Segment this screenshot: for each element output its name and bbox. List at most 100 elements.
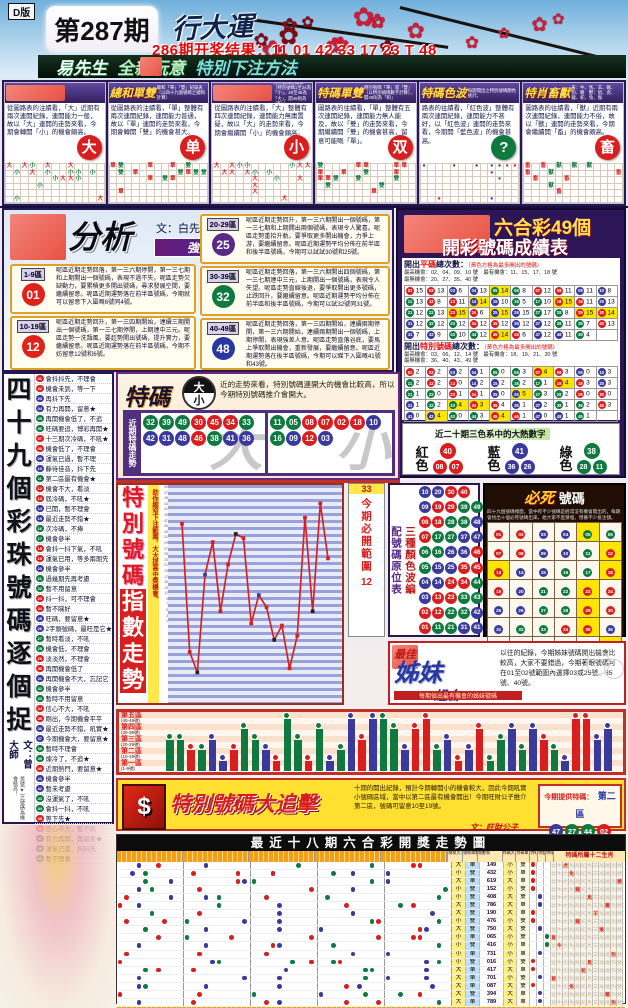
list-item: 20 機會參半 [35, 564, 112, 574]
results-table-section: 六合彩49個 開彩號碼成績表 開出平碼總次數：（黃色方格為最多開出的號碼） 最高機… [396, 208, 626, 478]
result-ball: 14 [469, 379, 478, 387]
trend-zodiac-cell: 豬 [617, 902, 623, 910]
trend-dot [436, 943, 442, 949]
big-ball: 36 [239, 431, 254, 446]
dead-title: 必死 號碼 [487, 487, 622, 508]
trend-zodiac-cell: 蛇 [581, 926, 587, 934]
trend-zodiac-cell: 馬 [587, 926, 593, 934]
result-ball: 46 [512, 330, 521, 339]
zone-bar [582, 711, 591, 771]
trend-dot [436, 895, 442, 900]
trend-cell: 大 [452, 966, 466, 974]
list-item: 06 旺碼要追，博彩再開★ [35, 424, 112, 434]
trend-zodiac-cell: 蛇 [581, 982, 587, 990]
trend-zodiac-cell: 虎 [563, 990, 569, 998]
list-item-text: 再開機會低了，不追 [45, 416, 103, 423]
result-ball: 02 [427, 368, 436, 376]
blossom-icon: ✿ [278, 22, 299, 50]
hot-top-ball: 40 [439, 443, 456, 459]
trend-cell: 大 [504, 902, 517, 910]
small-ball: 07 [318, 415, 333, 430]
trend-dot [123, 895, 129, 900]
trend-zodiac-cell: 羊 [593, 950, 599, 958]
zone-bar-label: 第三區 (20-29號) [121, 736, 163, 748]
zone-bar-cap [550, 743, 558, 750]
trend-zodiac-cell: 羊 [593, 990, 599, 998]
list-ball: 20 [36, 564, 44, 573]
trend-zodiac-cell: 兔 [569, 950, 575, 958]
zone-bar [454, 753, 463, 771]
result-ball: 27 [533, 390, 542, 398]
trend-panel-header [381, 851, 448, 862]
list-item: 12 機會不大，看淡 [35, 484, 112, 494]
zone-bar-cap [454, 753, 462, 761]
trend-cell: 雙 [466, 926, 480, 934]
position-ball: 14 [432, 576, 444, 589]
trend-cell: 單 [466, 982, 480, 990]
list-item: 23 抖一抖，可不理會 [35, 594, 112, 604]
list-item-text: 已開，暫不理會 [45, 506, 90, 513]
zone-bar [550, 743, 559, 771]
list-item: 01 會抖抖先，不理會 [35, 374, 112, 384]
trend-zodiac-cell: 兔 [569, 918, 575, 926]
analysis-author: 文：白先生 [156, 223, 211, 235]
result-count: 12 [435, 320, 445, 327]
trend-dot [190, 967, 196, 973]
trend-cell: 單 [517, 902, 530, 910]
result-ball: 38 [555, 319, 564, 328]
zone-bar [261, 743, 270, 771]
list-item: 21 過幾期先再考慮 [35, 574, 112, 584]
result-count: 0 [541, 412, 548, 420]
trend-dot [117, 991, 123, 997]
trend-zone-panel [385, 926, 452, 934]
trend-color-cell [537, 910, 544, 918]
trend-zone-panel [318, 998, 385, 1006]
trend-zone-panel [385, 878, 452, 886]
trend-zodiac-cell: 龍 [575, 918, 581, 926]
list-item-text: 再抖下先 [45, 396, 71, 403]
index-chart-plot [168, 485, 342, 703]
list-item: 18 會抖一抖下氣，不吼 [35, 544, 112, 554]
list-ball: 08 [36, 444, 44, 453]
analysis-zone-40-49區: 40-49區 48 呢區近期走勢回落，第一三四期開始，連續兩期停開，第一三六期開始，… [200, 318, 390, 370]
censor-block [10, 214, 66, 260]
dead-grid-ball: 24 [605, 586, 615, 596]
trend-zone-panel [251, 878, 318, 886]
trend-dot [350, 871, 356, 876]
result-ball: 19 [576, 297, 585, 306]
trend-footer-strip [117, 1006, 625, 1008]
trend-dot [136, 943, 142, 949]
result-count: 13 [435, 287, 445, 294]
trend-dot [242, 919, 247, 925]
zone-label-area: 20-29區 25 [202, 216, 244, 262]
trend-cell: 單 [517, 990, 530, 998]
list-item-text: 機會參半 [45, 686, 71, 693]
list-ball: 40 [36, 764, 44, 773]
chase-section: $ 特別號碼大追擊 十期的開出紀錄，預計今期轉開小的機會較大，因此今期吼實小號碼… [116, 778, 626, 838]
position-ball: 43 [471, 591, 483, 604]
trend-dot [162, 919, 168, 925]
prediction-columns-strip: 從圖路表的注績看，「大」近期有兩次連開紀錄，連開能力一般，故以「大」連開的走勢來… [2, 80, 626, 206]
trend-cell: 雙 [517, 862, 530, 870]
trend-dot [369, 919, 375, 925]
trend-color-cell [544, 918, 551, 926]
result-count: 2 [563, 390, 569, 398]
trend-zodiac-cell: 鼠 [551, 886, 557, 894]
trend-color-cell [537, 950, 544, 958]
list-item: 33 暫時不用留意 [35, 694, 112, 704]
result-ball: 31 [406, 401, 414, 409]
trend-zodiac-cell: 馬 [587, 870, 593, 878]
trend-zone-panel [318, 878, 385, 886]
trend-color-cell [537, 870, 544, 878]
list-ball: 36 [36, 724, 44, 733]
trend-dot [155, 863, 161, 868]
trend-color-cell [544, 894, 551, 902]
trend-color-cell [530, 918, 537, 926]
trend-cell: 單 [466, 934, 480, 942]
index-title-char: 勢 [120, 667, 146, 693]
trend-zone-panel [184, 942, 251, 950]
result-ball: 31 [406, 319, 414, 328]
trend-dot [264, 951, 270, 957]
trend-cell: 408 [480, 894, 504, 902]
zone-analysis-section: 分析 文：白先生 強勢加強分析版 1-9區01呢區近期走勢回落，第一三六期停開，… [2, 208, 394, 372]
